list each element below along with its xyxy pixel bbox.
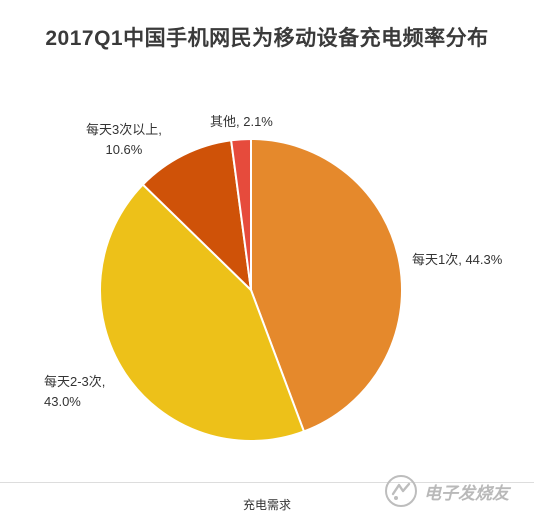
pie-slice-4 <box>230 137 252 291</box>
slice-label-daily-once: 每天1次, 44.3% <box>412 252 503 267</box>
slice-label-over-3: 每天3次以上, 10.6% <box>86 120 162 160</box>
pie-slice-1 <box>250 137 403 433</box>
slice-label-other: 其他, 2.1% <box>210 114 273 129</box>
slice-label-daily-2-3: 每天2-3次, 43.0% <box>44 372 105 412</box>
caption: 充电需求 <box>242 498 291 512</box>
slice-label-over-3-value: 10.6% <box>105 142 143 157</box>
watermark-text: 电子发烧友 <box>424 483 509 504</box>
chart-title: 2017Q1中国手机网民为移动设备充电频率分布 <box>45 27 489 50</box>
pie-slice-2 <box>99 183 306 442</box>
watermark: 电子发烧友 <box>384 470 534 512</box>
pie-slice-3 <box>141 139 253 293</box>
electronic-enthusiast-logo-icon <box>385 475 417 507</box>
pie-chart <box>99 137 403 442</box>
slice-label-over-3-name: 每天3次以上, <box>86 122 162 137</box>
slice-label-daily-2-3-value: 43.0% <box>44 394 81 409</box>
caption-divider <box>0 482 534 483</box>
slice-label-daily-2-3-name: 每天2-3次, <box>44 374 106 389</box>
